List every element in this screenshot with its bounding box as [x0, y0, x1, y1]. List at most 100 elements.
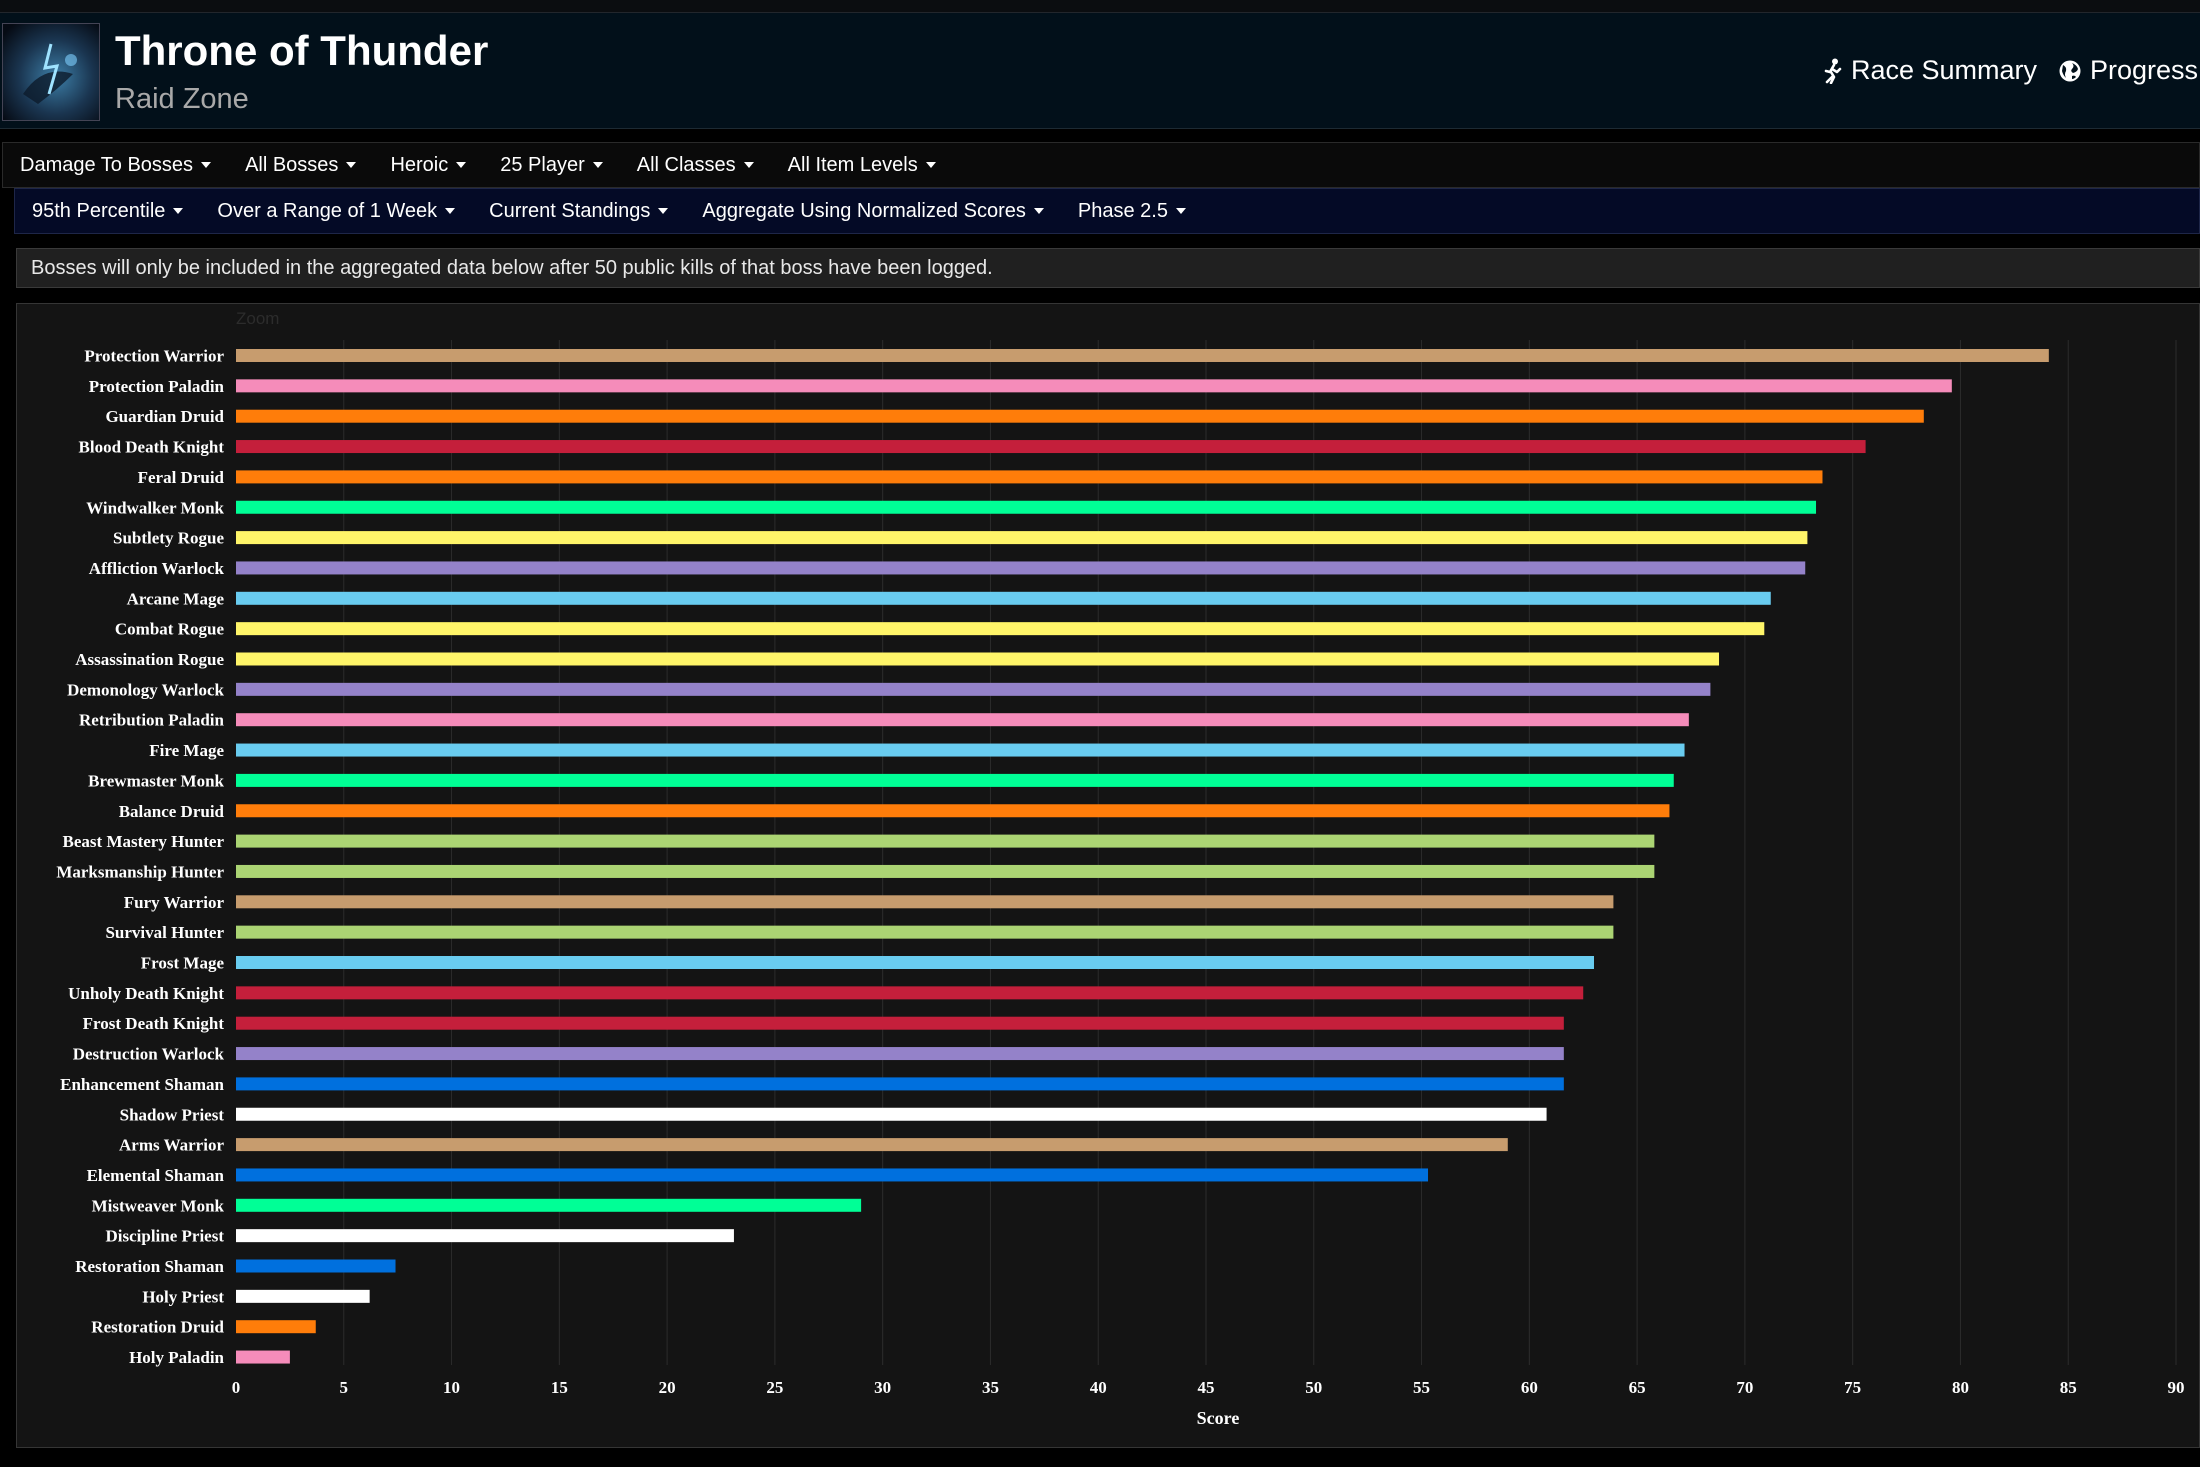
caret-down-icon — [346, 162, 357, 169]
info-notice: Bosses will only be included in the aggr… — [16, 248, 2200, 288]
category-label: Enhancement Shaman — [60, 1075, 224, 1094]
x-tick-label: 5 — [340, 1378, 349, 1397]
bar[interactable] — [236, 834, 1655, 848]
bar[interactable] — [236, 500, 1817, 514]
category-label: Blood Death Knight — [79, 438, 225, 457]
metric-dropdown[interactable]: Damage To Bosses — [3, 154, 228, 177]
x-tick-label: 0 — [232, 1378, 241, 1397]
race-summary-link[interactable]: Race Summary — [1823, 55, 2037, 86]
bar[interactable] — [236, 1259, 396, 1273]
category-label: Guardian Druid — [105, 407, 224, 426]
difficulty-dropdown-label: Heroic — [390, 153, 449, 176]
aggregate-dropdown[interactable]: Aggregate Using Normalized Scores — [685, 200, 1061, 223]
time-range-dropdown[interactable]: Over a Range of 1 Week — [200, 200, 472, 223]
category-label: Assassination Rogue — [75, 650, 224, 669]
x-tick-label: 40 — [1090, 1378, 1107, 1397]
category-label: Feral Druid — [138, 468, 225, 487]
bar[interactable] — [236, 1016, 1564, 1030]
bar[interactable] — [236, 531, 1808, 545]
x-tick-label: 75 — [1844, 1378, 1861, 1397]
category-label: Affliction Warlock — [89, 559, 225, 578]
category-label: Fire Mage — [149, 741, 224, 760]
difficulty-dropdown[interactable]: Heroic — [373, 154, 483, 177]
bar[interactable] — [236, 864, 1655, 878]
category-label: Beast Mastery Hunter — [63, 832, 225, 851]
category-label: Balance Druid — [119, 802, 225, 821]
size-dropdown[interactable]: 25 Player — [483, 154, 620, 177]
category-label: Unholy Death Knight — [68, 984, 224, 1003]
category-label: Arms Warrior — [119, 1136, 224, 1155]
percentile-dropdown[interactable]: 95th Percentile — [15, 200, 200, 223]
x-tick-label: 65 — [1629, 1378, 1646, 1397]
x-tick-label: 20 — [659, 1378, 676, 1397]
class-dropdown[interactable]: All Classes — [620, 154, 771, 177]
x-tick-label: 85 — [2060, 1378, 2077, 1397]
filter-bar-secondary: 95th Percentile Over a Range of 1 Week C… — [14, 188, 2200, 234]
category-label: Elemental Shaman — [87, 1166, 225, 1185]
category-label: Shadow Priest — [120, 1105, 225, 1124]
caret-down-icon — [658, 208, 669, 215]
bar[interactable] — [236, 1077, 1564, 1091]
x-tick-label: 35 — [982, 1378, 999, 1397]
bar[interactable] — [236, 440, 1866, 454]
category-label: Subtlety Rogue — [113, 529, 224, 548]
boss-dropdown-label: All Bosses — [245, 153, 339, 176]
bar[interactable] — [236, 804, 1670, 818]
bar[interactable] — [236, 925, 1614, 939]
category-label: Retribution Paladin — [79, 711, 225, 730]
size-dropdown-label: 25 Player — [500, 153, 585, 176]
boss-dropdown[interactable]: All Bosses — [228, 154, 373, 177]
bar[interactable] — [236, 349, 2049, 362]
bar[interactable] — [236, 1047, 1564, 1061]
category-label: Demonology Warlock — [67, 680, 224, 699]
bar[interactable] — [236, 1107, 1547, 1121]
bar[interactable] — [236, 956, 1594, 969]
bar[interactable] — [236, 1320, 316, 1334]
bar[interactable] — [236, 379, 1952, 393]
category-label: Discipline Priest — [105, 1227, 224, 1246]
caret-down-icon — [173, 208, 184, 215]
zoom-label[interactable]: Zoom — [236, 309, 280, 328]
item-level-dropdown-label: All Item Levels — [787, 153, 918, 176]
category-label: Frost Death Knight — [83, 1014, 225, 1033]
x-tick-label: 60 — [1521, 1378, 1538, 1397]
bar[interactable] — [236, 591, 1771, 605]
bar[interactable] — [236, 1168, 1429, 1182]
running-person-icon — [1824, 58, 1842, 84]
top-strip — [0, 0, 2200, 13]
caret-down-icon — [201, 162, 212, 169]
bar[interactable] — [236, 1289, 370, 1303]
time-range-dropdown-label: Over a Range of 1 Week — [217, 199, 438, 222]
caret-down-icon — [592, 162, 603, 169]
bar[interactable] — [236, 622, 1765, 636]
standings-dropdown[interactable]: Current Standings — [472, 200, 685, 223]
bar[interactable] — [236, 682, 1711, 696]
category-label: Holy Priest — [142, 1287, 224, 1306]
x-tick-label: 30 — [874, 1378, 891, 1397]
category-label: Mistweaver Monk — [92, 1196, 225, 1215]
progress-link[interactable]: Progress — [2058, 55, 2198, 86]
bar[interactable] — [236, 743, 1685, 757]
category-label: Marksmanship Hunter — [56, 862, 224, 881]
bar[interactable] — [236, 773, 1674, 787]
bar[interactable] — [236, 1229, 734, 1243]
bar[interactable] — [236, 713, 1689, 727]
item-level-dropdown[interactable]: All Item Levels — [771, 154, 953, 177]
caret-down-icon — [1175, 208, 1186, 215]
category-label: Brewmaster Monk — [88, 771, 224, 790]
bar[interactable] — [236, 1350, 290, 1364]
bar[interactable] — [236, 1198, 862, 1212]
x-tick-label: 80 — [1952, 1378, 1969, 1397]
bar[interactable] — [236, 1138, 1508, 1152]
bar[interactable] — [236, 986, 1584, 1000]
category-label: Combat Rogue — [115, 620, 225, 639]
category-label: Restoration Druid — [91, 1318, 224, 1337]
bar[interactable] — [236, 561, 1806, 575]
phase-dropdown[interactable]: Phase 2.5 — [1061, 200, 1203, 223]
bar[interactable] — [236, 470, 1823, 484]
bar[interactable] — [236, 652, 1720, 666]
phase-dropdown-label: Phase 2.5 — [1077, 199, 1168, 222]
bar[interactable] — [236, 409, 1924, 423]
page-title: Throne of Thunder — [115, 27, 489, 74]
bar[interactable] — [236, 895, 1614, 909]
